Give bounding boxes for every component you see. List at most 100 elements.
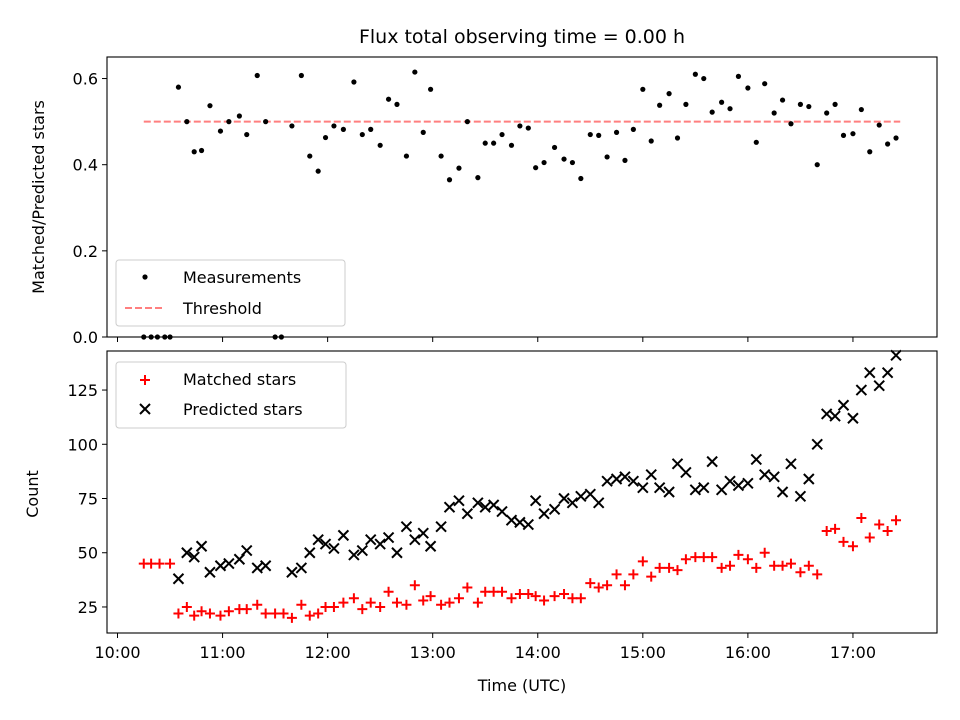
bottom-y-tick-label: 100	[67, 435, 98, 454]
matched-star-point	[559, 588, 570, 599]
predicted-star-point	[890, 349, 902, 362]
bottom-x-tick-label: 11:00	[200, 643, 246, 662]
predicted-star-point	[758, 468, 771, 481]
predicted-star-point	[391, 547, 403, 559]
matched-star-point	[680, 554, 691, 565]
measurement-point	[456, 165, 462, 171]
bottom-x-tick-label: 13:00	[410, 643, 456, 662]
matched-star-point	[401, 599, 412, 610]
predicted-star-point	[566, 497, 579, 509]
matched-star-point	[864, 532, 875, 543]
matched-star-point	[539, 595, 550, 606]
matched-star-point	[672, 565, 683, 576]
measurement-point	[541, 159, 547, 166]
predicted-star-point	[811, 438, 823, 450]
measurement-point	[184, 119, 190, 125]
matched-star-point	[506, 593, 517, 604]
matched-star-point	[313, 608, 324, 619]
measurement-point	[876, 122, 882, 128]
predicted-star-point	[241, 544, 253, 557]
predicted-star-point	[472, 497, 484, 509]
predicted-star-point	[706, 455, 718, 468]
matched-star-point	[733, 549, 744, 560]
measurement-point	[832, 101, 838, 107]
matched-star-point	[383, 586, 394, 597]
measurement-point	[244, 131, 250, 138]
top-plot-frame	[106, 56, 938, 338]
measurement-point	[735, 73, 742, 79]
predicted-star-point	[548, 503, 561, 516]
top-y-tick-label: 0.6	[73, 70, 98, 89]
measurement-point	[207, 103, 213, 109]
measurement-point	[198, 147, 205, 154]
chart-title: Flux total observing time = 0.00 h	[359, 26, 685, 48]
predicted-star-point	[829, 410, 841, 422]
predicted-star-point	[514, 516, 526, 529]
predicted-star-point	[259, 560, 272, 572]
predicted-star-point	[365, 534, 377, 546]
measurement-point	[307, 153, 313, 159]
matched-star-point	[575, 593, 586, 604]
predicted-star-point	[286, 566, 298, 578]
measurement-point	[322, 134, 329, 141]
predicted-star-point	[627, 475, 640, 487]
predicted-star-point	[558, 492, 570, 505]
matched-star-point	[637, 556, 648, 567]
top-marks	[141, 69, 901, 340]
top-legend: Measurements Threshold	[115, 259, 346, 327]
measurement-point	[427, 86, 434, 92]
top-y-ticks: 0.0 0.2 0.4 0.6	[73, 70, 107, 347]
predicted-star-point	[348, 549, 360, 561]
matched-star-point	[891, 515, 902, 526]
top-y-tick-label: 0.4	[73, 156, 98, 175]
predicted-star-point	[382, 531, 395, 544]
matched-star-point	[488, 586, 499, 597]
bottom-y-ticks: 25 50 75 100 125	[67, 381, 107, 617]
matched-star-point	[698, 552, 709, 563]
matched-star-point	[654, 562, 665, 573]
matched-star-point	[252, 599, 263, 610]
bottom-legend: Matched stars Predicted stars	[115, 361, 347, 429]
matched-star-point	[444, 597, 455, 608]
matched-star-point	[602, 580, 613, 591]
matched-star-point	[146, 558, 157, 569]
matched-star-point	[567, 593, 578, 604]
matched-star-point	[173, 608, 184, 619]
matched-star-point	[856, 513, 867, 524]
measurement-point	[569, 159, 576, 166]
measurement-point	[236, 113, 242, 119]
measurement-point	[508, 142, 515, 148]
measurement-point	[464, 119, 470, 125]
matched-star-point	[847, 541, 858, 552]
measurement-point	[858, 106, 864, 113]
predicted-star-point	[337, 529, 350, 542]
measurement-point	[824, 110, 830, 116]
measurement-point	[779, 97, 786, 103]
matched-star-point	[742, 554, 753, 565]
matched-star-point	[611, 569, 622, 580]
matched-star-point	[530, 591, 541, 602]
measurement-point	[446, 177, 453, 183]
top-panel: 0.0 0.2 0.4 0.6 Matched/Predicted stars Mea…	[29, 56, 938, 347]
matched-star-point	[472, 597, 483, 608]
matched-star-point	[357, 604, 368, 615]
bottom-y-tick-label: 75	[78, 490, 98, 509]
measurement-point	[788, 121, 794, 127]
measurement-point	[254, 72, 260, 79]
matched-star-point	[523, 588, 534, 599]
measurement-point	[315, 168, 321, 174]
predicted-star-point	[195, 540, 208, 552]
measurement-point	[412, 69, 418, 75]
predicted-star-point	[400, 521, 413, 533]
measurement-point	[850, 131, 856, 137]
predicted-star-point	[443, 501, 456, 513]
predicted-star-point	[663, 486, 675, 498]
bottom-x-tick-label: 14:00	[515, 643, 561, 662]
matched-star-point	[628, 569, 639, 580]
measurement-point	[622, 157, 628, 163]
matched-star-point	[154, 558, 165, 569]
predicted-star-point	[864, 366, 876, 379]
measurement-point	[771, 110, 777, 116]
matched-star-point	[821, 526, 832, 537]
